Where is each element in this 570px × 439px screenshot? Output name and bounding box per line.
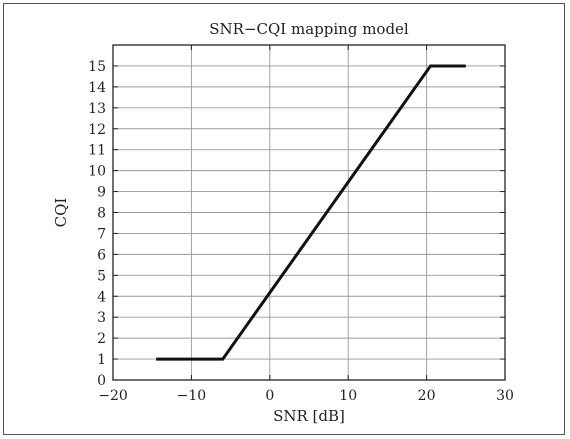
y-axis-label: CQI: [52, 198, 70, 228]
grid: [113, 45, 505, 380]
y-tick-label: 14: [88, 80, 106, 96]
y-tick-label: 2: [97, 331, 106, 347]
y-tick-label: 11: [88, 143, 106, 159]
x-tick-label: −20: [98, 388, 128, 404]
x-axis-label: SNR [dB]: [273, 407, 345, 425]
y-tick-label: 3: [97, 310, 106, 326]
y-tick-label: 6: [97, 247, 106, 263]
x-tick-label: 30: [496, 388, 514, 404]
series-layer: [156, 64, 466, 361]
series-line: [156, 64, 466, 361]
y-tick-label: 15: [88, 59, 106, 75]
y-tick-label: 4: [97, 289, 106, 305]
y-tick-label: 13: [88, 101, 106, 117]
y-tick-label: 10: [88, 164, 106, 180]
x-tick-label: 20: [418, 388, 436, 404]
y-tick-label: 7: [97, 226, 106, 242]
y-tick-label: 12: [88, 122, 106, 138]
y-tick-label: 1: [97, 352, 106, 368]
x-tick-label: −10: [177, 388, 207, 404]
y-tick-label: 9: [97, 185, 106, 201]
y-tick-label: 5: [97, 268, 106, 284]
x-tick-label: 0: [265, 388, 274, 404]
y-tick-label: 0: [97, 373, 106, 389]
chart-title: SNR−CQI mapping model: [209, 20, 409, 38]
y-tick-label: 8: [97, 206, 106, 222]
x-tick-label: 10: [339, 388, 357, 404]
